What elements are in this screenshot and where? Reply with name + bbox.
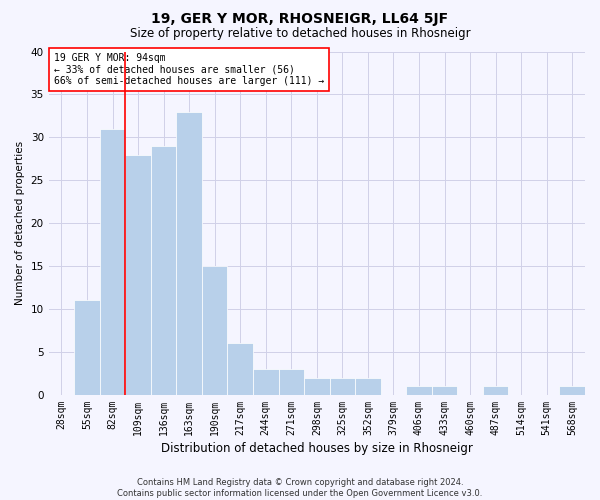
Bar xyxy=(227,344,253,395)
Bar xyxy=(355,378,380,395)
Bar xyxy=(329,378,355,395)
Bar xyxy=(74,300,100,395)
Bar xyxy=(100,129,125,395)
Text: 19 GER Y MOR: 94sqm
← 33% of detached houses are smaller (56)
66% of semi-detach: 19 GER Y MOR: 94sqm ← 33% of detached ho… xyxy=(54,53,324,86)
Bar xyxy=(483,386,508,395)
Bar xyxy=(432,386,457,395)
Bar xyxy=(559,386,585,395)
Bar xyxy=(253,369,278,395)
Bar xyxy=(125,154,151,395)
Bar xyxy=(176,112,202,395)
Text: Size of property relative to detached houses in Rhosneigr: Size of property relative to detached ho… xyxy=(130,28,470,40)
Bar xyxy=(202,266,227,395)
Bar xyxy=(304,378,329,395)
Text: Contains HM Land Registry data © Crown copyright and database right 2024.
Contai: Contains HM Land Registry data © Crown c… xyxy=(118,478,482,498)
Bar xyxy=(278,369,304,395)
X-axis label: Distribution of detached houses by size in Rhosneigr: Distribution of detached houses by size … xyxy=(161,442,473,455)
Text: 19, GER Y MOR, RHOSNEIGR, LL64 5JF: 19, GER Y MOR, RHOSNEIGR, LL64 5JF xyxy=(151,12,449,26)
Bar xyxy=(406,386,432,395)
Bar xyxy=(151,146,176,395)
Y-axis label: Number of detached properties: Number of detached properties xyxy=(15,141,25,306)
